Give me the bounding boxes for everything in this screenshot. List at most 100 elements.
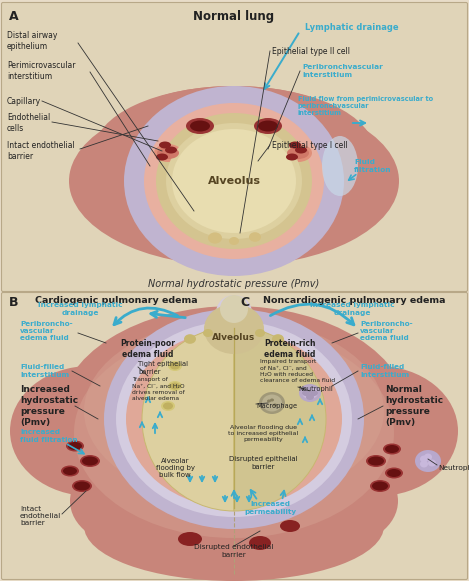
Ellipse shape <box>172 129 296 233</box>
Text: C: C <box>240 296 249 309</box>
Ellipse shape <box>387 469 401 477</box>
Ellipse shape <box>94 86 374 216</box>
Ellipse shape <box>385 468 403 479</box>
Ellipse shape <box>168 381 182 391</box>
Ellipse shape <box>49 313 419 553</box>
Ellipse shape <box>258 120 278 131</box>
FancyBboxPatch shape <box>1 2 468 292</box>
Text: Protein-poor
edema fluid: Protein-poor edema fluid <box>121 339 175 359</box>
Text: Increased
fluid filtration: Increased fluid filtration <box>20 429 78 443</box>
Text: Fluid
filtration: Fluid filtration <box>354 159 392 173</box>
Ellipse shape <box>144 103 324 259</box>
Text: Distal airway
epithelium: Distal airway epithelium <box>7 31 57 51</box>
FancyBboxPatch shape <box>1 292 468 579</box>
Ellipse shape <box>126 330 342 508</box>
Text: Impaired transport
of Na⁺, Cl⁻, and
H₂O with reduced
clearance of edema fluid: Impaired transport of Na⁺, Cl⁻, and H₂O … <box>260 360 335 382</box>
Text: Epithelial type I cell: Epithelial type I cell <box>272 142 348 150</box>
Ellipse shape <box>302 387 318 399</box>
Ellipse shape <box>385 445 399 453</box>
Ellipse shape <box>70 456 190 546</box>
Ellipse shape <box>284 144 312 162</box>
Ellipse shape <box>258 116 378 216</box>
Ellipse shape <box>184 334 196 344</box>
Ellipse shape <box>124 86 344 166</box>
Ellipse shape <box>420 456 428 462</box>
Text: Transport of
Na⁺, Cl⁻, and H₂O
drives removal of
alveolar edema: Transport of Na⁺, Cl⁻, and H₂O drives re… <box>132 378 185 400</box>
Ellipse shape <box>170 363 180 370</box>
Text: Alveolus: Alveolus <box>207 176 260 186</box>
Ellipse shape <box>80 455 100 467</box>
Ellipse shape <box>74 482 90 490</box>
Ellipse shape <box>270 399 274 401</box>
Ellipse shape <box>63 467 77 475</box>
Ellipse shape <box>104 309 364 529</box>
Ellipse shape <box>163 403 173 410</box>
Ellipse shape <box>289 142 301 149</box>
Ellipse shape <box>229 237 239 245</box>
Text: Intact endothelial
barrier: Intact endothelial barrier <box>7 141 75 161</box>
Ellipse shape <box>161 401 175 411</box>
Text: Endothelial
cells: Endothelial cells <box>7 113 50 133</box>
Ellipse shape <box>84 319 384 503</box>
Text: Peribroncho-
vascular
edema fluid: Peribroncho- vascular edema fluid <box>20 321 73 341</box>
Ellipse shape <box>366 455 386 467</box>
Ellipse shape <box>72 480 92 492</box>
Ellipse shape <box>168 361 182 371</box>
Text: Increased
permeability: Increased permeability <box>244 501 296 515</box>
Text: Disrupted epithelial
barrier: Disrupted epithelial barrier <box>229 456 297 469</box>
Ellipse shape <box>156 113 312 249</box>
Ellipse shape <box>178 532 202 546</box>
Text: Alveolar
flooding by
bulk flow: Alveolar flooding by bulk flow <box>156 458 195 478</box>
Ellipse shape <box>306 394 314 400</box>
Ellipse shape <box>415 450 441 472</box>
Ellipse shape <box>74 328 394 538</box>
Ellipse shape <box>220 295 248 323</box>
Ellipse shape <box>165 146 177 153</box>
Text: Lymphatic drainage: Lymphatic drainage <box>305 23 399 33</box>
Wedge shape <box>234 327 326 511</box>
Text: Disrupted endothelial
barrier: Disrupted endothelial barrier <box>194 544 274 558</box>
Ellipse shape <box>10 366 170 496</box>
Ellipse shape <box>208 232 222 243</box>
Ellipse shape <box>280 520 300 532</box>
Ellipse shape <box>272 334 284 344</box>
Ellipse shape <box>372 482 388 490</box>
Text: Normal lung: Normal lung <box>193 10 274 23</box>
Ellipse shape <box>428 460 436 467</box>
Ellipse shape <box>286 153 298 160</box>
Ellipse shape <box>116 321 352 517</box>
Ellipse shape <box>368 457 384 465</box>
Ellipse shape <box>370 480 390 492</box>
Ellipse shape <box>82 457 98 465</box>
Ellipse shape <box>295 146 307 153</box>
Text: Fluid flow from perimicrovascular to
peribronchvascular
interstitium: Fluid flow from perimicrovascular to per… <box>298 96 433 116</box>
Ellipse shape <box>254 118 282 134</box>
Ellipse shape <box>61 465 79 476</box>
Text: Protein-rich
edema fluid: Protein-rich edema fluid <box>264 339 316 359</box>
Ellipse shape <box>66 440 84 451</box>
Ellipse shape <box>84 471 384 581</box>
Text: Epithelial type II cell: Epithelial type II cell <box>272 46 350 56</box>
Ellipse shape <box>310 390 318 396</box>
Ellipse shape <box>255 329 265 337</box>
Text: Neutrophil: Neutrophil <box>298 386 333 392</box>
Text: Alveolus: Alveolus <box>212 333 256 342</box>
Text: Intact
endothelial
barrier: Intact endothelial barrier <box>20 505 61 526</box>
Text: Increased lymphatic
drainage: Increased lymphatic drainage <box>310 302 394 315</box>
Text: A: A <box>9 10 19 23</box>
Ellipse shape <box>249 232 261 242</box>
Ellipse shape <box>299 384 321 402</box>
Ellipse shape <box>267 400 271 403</box>
Ellipse shape <box>68 442 82 450</box>
Text: Capillary: Capillary <box>7 96 41 106</box>
Text: B: B <box>9 296 18 309</box>
Text: Peribroncho-
vascular
edema fluid: Peribroncho- vascular edema fluid <box>360 321 413 341</box>
Text: Tight epithelial
barrier: Tight epithelial barrier <box>138 361 188 375</box>
Ellipse shape <box>424 454 432 461</box>
Text: Cardiogenic pulmonary edema: Cardiogenic pulmonary edema <box>35 296 197 305</box>
Ellipse shape <box>259 392 285 414</box>
Text: Normal
hydrostatic
pressure
(Pmv): Normal hydrostatic pressure (Pmv) <box>385 385 443 427</box>
Ellipse shape <box>262 394 282 411</box>
Ellipse shape <box>59 306 409 526</box>
Text: Normal hydrostatic pressure (Pmv): Normal hydrostatic pressure (Pmv) <box>148 279 320 289</box>
